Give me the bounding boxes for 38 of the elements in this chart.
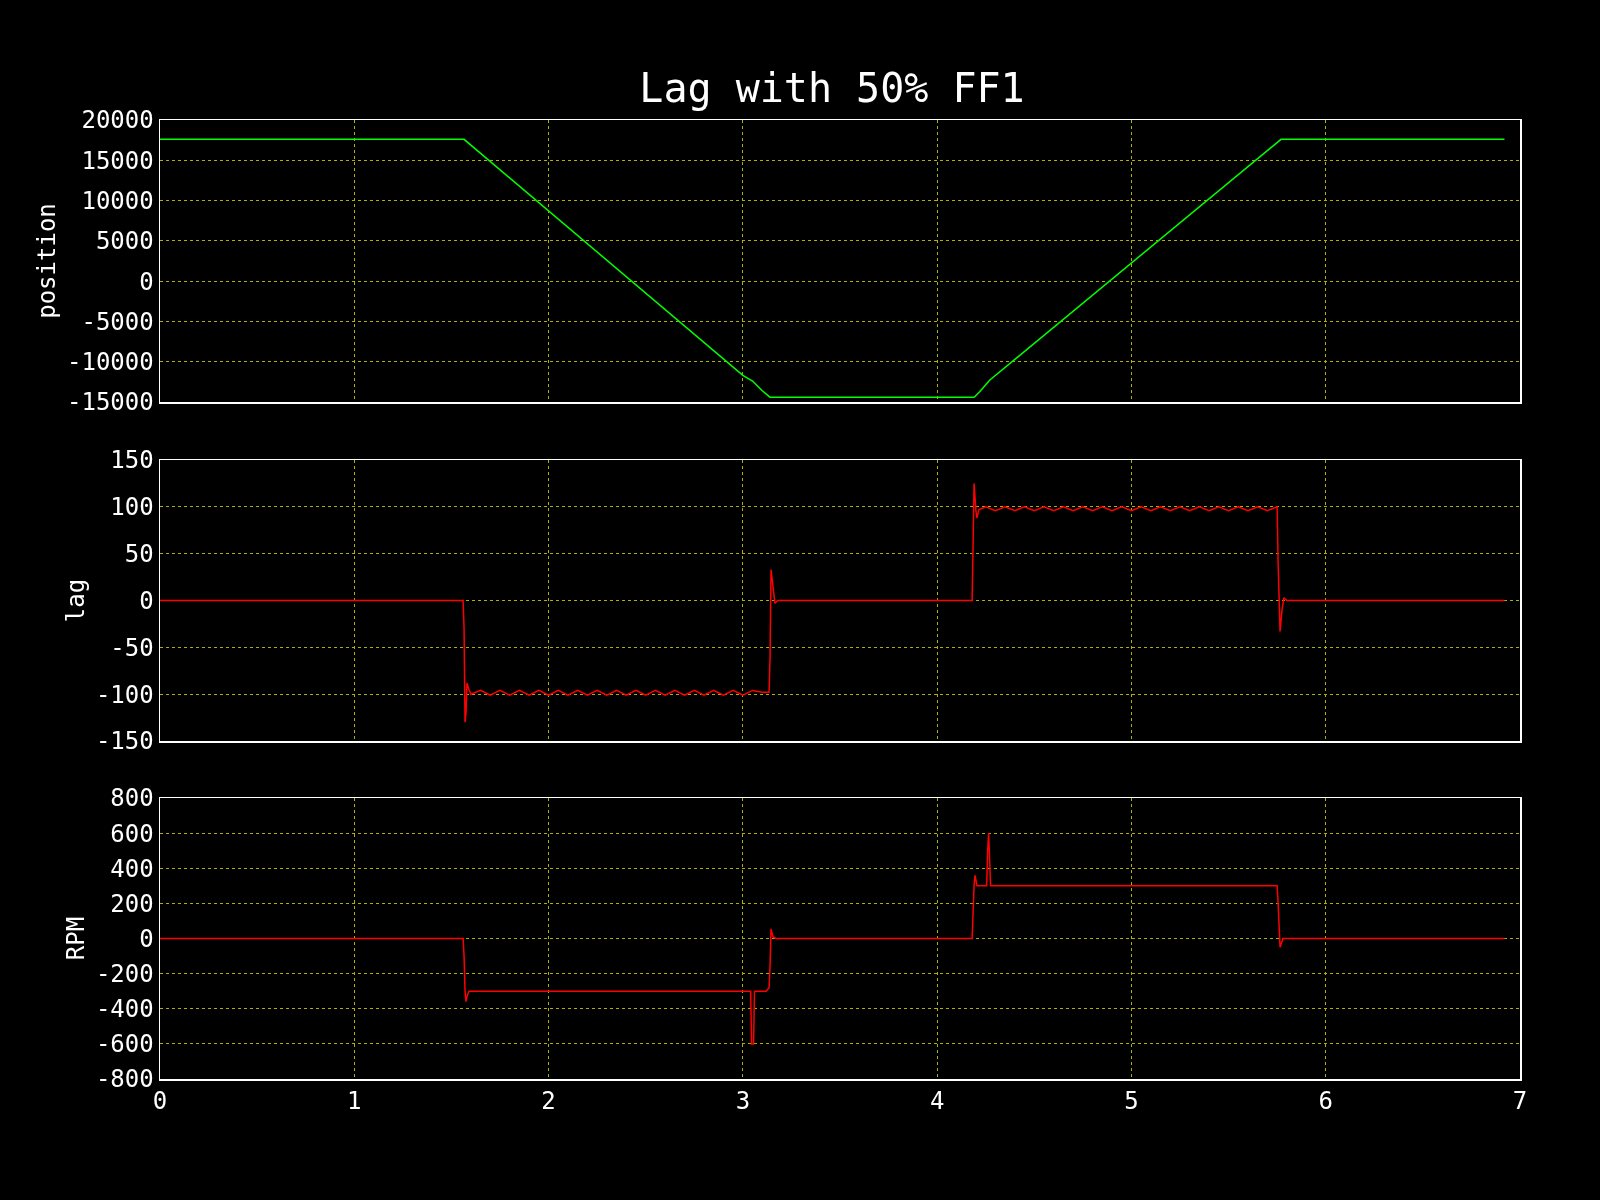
y-tick-label: 0: [139, 924, 154, 953]
y-tick-label: -800: [95, 1065, 154, 1094]
y-tick-label: -15000: [67, 388, 154, 417]
y-tick-label: 400: [110, 854, 154, 883]
y-tick-label: 10000: [81, 186, 154, 215]
y-tick-label: 50: [124, 540, 154, 569]
y-axis-title: lag: [62, 578, 91, 623]
y-tick-label: 600: [110, 819, 154, 848]
y-tick-label: 0: [139, 267, 154, 296]
y-tick-label: 15000: [81, 146, 154, 175]
x-tick-label: 7: [1512, 1087, 1528, 1116]
y-tick-label: 20000: [81, 106, 154, 135]
x-tick-label: 4: [929, 1087, 945, 1116]
y-tick-label: -100: [95, 680, 154, 709]
x-tick-label: 2: [541, 1087, 556, 1116]
y-tick-label: 5000: [95, 227, 154, 256]
y-tick-label: 100: [110, 493, 154, 522]
y-tick-label: 200: [110, 889, 154, 918]
y-tick-label: -150: [95, 727, 154, 756]
y-tick-label: 800: [110, 784, 154, 813]
x-tick-label: 3: [735, 1087, 751, 1116]
x-tick-label: 1: [347, 1087, 362, 1116]
y-tick-label: -10000: [67, 348, 154, 377]
chart-title: Lag with 50% FF1: [639, 65, 1025, 111]
line-series: [160, 482, 1506, 724]
y-tick-label: -5000: [81, 307, 154, 336]
x-tick-label: 5: [1124, 1087, 1139, 1116]
y-tick-label: -50: [110, 633, 154, 662]
y-tick-label: 0: [139, 586, 154, 615]
y-tick-label: 150: [110, 446, 154, 475]
y-tick-label: -200: [95, 960, 154, 989]
line-series: [160, 138, 1506, 398]
y-axis-title: RPM: [62, 916, 91, 961]
line-series: [160, 832, 1506, 1045]
y-axis-title: position: [33, 203, 62, 319]
y-tick-label: -400: [95, 995, 154, 1024]
x-tick-label: 6: [1318, 1087, 1333, 1116]
y-tick-label: -600: [95, 1030, 154, 1059]
